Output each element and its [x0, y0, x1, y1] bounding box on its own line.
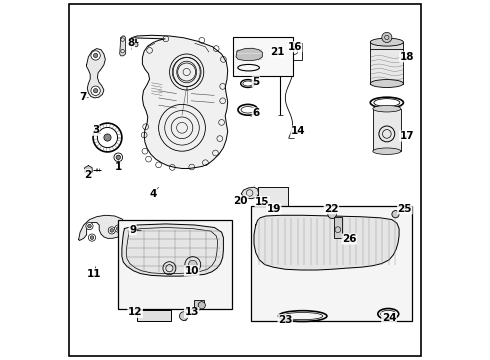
- Bar: [370, 49, 403, 84]
- Polygon shape: [132, 35, 228, 168]
- Text: 12: 12: [128, 307, 143, 318]
- Circle shape: [88, 224, 91, 228]
- Circle shape: [263, 195, 267, 199]
- Text: 15: 15: [255, 197, 270, 207]
- Text: 11: 11: [87, 269, 102, 279]
- Text: 16: 16: [288, 42, 302, 52]
- Circle shape: [117, 227, 120, 230]
- Bar: [194, 300, 204, 307]
- Text: 26: 26: [342, 234, 357, 244]
- Text: 17: 17: [400, 131, 415, 141]
- Circle shape: [392, 211, 399, 218]
- Bar: [370, 42, 403, 51]
- Text: 10: 10: [184, 266, 199, 276]
- Text: 14: 14: [291, 126, 306, 136]
- Text: 2: 2: [84, 170, 91, 180]
- Text: 4: 4: [149, 189, 157, 199]
- Circle shape: [91, 51, 100, 60]
- Polygon shape: [236, 48, 262, 60]
- Bar: [137, 310, 171, 321]
- Circle shape: [189, 260, 197, 269]
- Text: 24: 24: [382, 312, 396, 323]
- Text: 20: 20: [233, 196, 248, 206]
- Bar: [251, 206, 412, 321]
- Circle shape: [86, 222, 93, 230]
- Polygon shape: [254, 215, 399, 270]
- Circle shape: [91, 86, 100, 95]
- Text: 5: 5: [252, 77, 259, 87]
- Ellipse shape: [373, 105, 401, 112]
- Ellipse shape: [370, 80, 403, 87]
- Text: 21: 21: [270, 47, 285, 57]
- Text: 7: 7: [79, 92, 87, 102]
- Ellipse shape: [370, 38, 403, 46]
- Text: 25: 25: [397, 204, 412, 214]
- Bar: [258, 187, 288, 213]
- Circle shape: [88, 234, 96, 241]
- Text: 18: 18: [400, 52, 414, 62]
- Circle shape: [134, 42, 138, 47]
- Circle shape: [328, 210, 337, 219]
- Polygon shape: [242, 187, 259, 199]
- Text: 13: 13: [184, 307, 199, 318]
- Bar: [233, 37, 293, 76]
- Text: 23: 23: [278, 315, 293, 325]
- Ellipse shape: [373, 148, 401, 154]
- Text: 8: 8: [127, 38, 135, 48]
- Bar: [373, 109, 401, 151]
- Polygon shape: [85, 166, 92, 174]
- Circle shape: [94, 89, 98, 93]
- Circle shape: [108, 227, 116, 234]
- Text: 1: 1: [115, 162, 122, 172]
- Polygon shape: [79, 215, 126, 240]
- Circle shape: [104, 134, 111, 141]
- Polygon shape: [120, 36, 125, 56]
- Polygon shape: [87, 49, 105, 98]
- Circle shape: [90, 236, 94, 239]
- Circle shape: [198, 302, 205, 309]
- Circle shape: [94, 53, 98, 58]
- Text: 19: 19: [267, 204, 281, 214]
- Circle shape: [110, 229, 114, 232]
- Polygon shape: [122, 224, 223, 276]
- Bar: [118, 220, 232, 309]
- Circle shape: [382, 32, 392, 42]
- Circle shape: [116, 155, 121, 159]
- Text: 22: 22: [324, 204, 339, 214]
- Bar: [334, 217, 342, 238]
- Text: 3: 3: [92, 125, 99, 135]
- Circle shape: [115, 225, 122, 232]
- Circle shape: [179, 312, 188, 320]
- Circle shape: [278, 48, 282, 52]
- Text: 6: 6: [252, 108, 259, 118]
- Text: 9: 9: [129, 225, 136, 235]
- Bar: [285, 43, 302, 60]
